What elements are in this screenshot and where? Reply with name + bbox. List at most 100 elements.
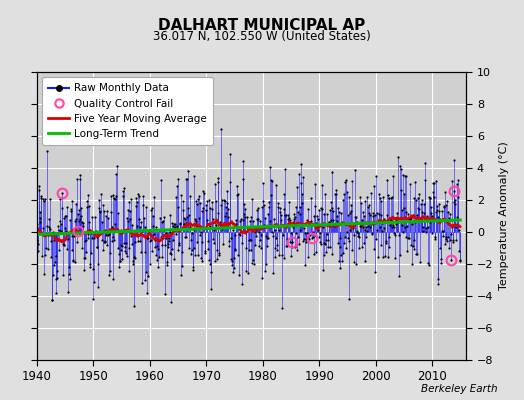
Point — [454, 226, 463, 233]
Point — [99, 246, 107, 253]
Point — [344, 296, 353, 302]
Point — [169, 223, 177, 229]
Point — [426, 194, 434, 201]
Point — [356, 223, 365, 230]
Point — [240, 210, 248, 217]
Point — [438, 228, 446, 234]
Point — [420, 200, 429, 207]
Point — [435, 208, 443, 214]
Point — [83, 234, 92, 241]
Point — [76, 215, 84, 222]
Point — [136, 224, 144, 230]
Point — [111, 196, 119, 202]
Point — [308, 235, 316, 241]
Point — [253, 207, 261, 214]
Point — [77, 176, 85, 182]
Point — [220, 196, 228, 203]
Point — [443, 198, 452, 204]
Point — [277, 252, 286, 258]
Point — [407, 215, 415, 221]
Point — [128, 261, 137, 267]
Point — [199, 204, 207, 211]
Point — [365, 210, 374, 216]
Point — [235, 218, 244, 224]
Point — [379, 254, 387, 261]
Point — [374, 254, 383, 260]
Point — [60, 215, 68, 221]
Point — [339, 250, 347, 257]
Point — [241, 214, 249, 220]
Point — [220, 220, 228, 226]
Point — [85, 218, 93, 225]
Point — [409, 212, 417, 218]
Point — [366, 224, 374, 230]
Point — [331, 191, 339, 197]
Point — [123, 253, 131, 259]
Point — [182, 234, 190, 240]
Point — [110, 237, 118, 243]
Point — [402, 173, 410, 179]
Point — [146, 261, 154, 268]
Point — [59, 272, 67, 278]
Point — [300, 224, 308, 231]
Point — [265, 199, 274, 205]
Point — [321, 241, 329, 247]
Point — [334, 240, 342, 246]
Point — [397, 187, 406, 194]
Point — [264, 211, 272, 217]
Point — [416, 216, 424, 222]
Point — [94, 261, 102, 268]
Point — [335, 235, 344, 242]
Point — [126, 208, 134, 214]
Point — [357, 217, 366, 223]
Point — [160, 227, 169, 233]
Point — [242, 245, 250, 251]
Point — [243, 214, 252, 220]
Point — [389, 221, 397, 228]
Point — [167, 299, 176, 305]
Point — [109, 276, 117, 282]
Point — [298, 190, 306, 197]
Point — [86, 260, 94, 267]
Point — [54, 223, 62, 229]
Point — [402, 234, 411, 240]
Point — [183, 176, 191, 182]
Point — [62, 213, 71, 219]
Point — [335, 209, 343, 215]
Point — [433, 214, 442, 221]
Point — [187, 237, 195, 244]
Point — [134, 190, 142, 197]
Point — [282, 243, 290, 250]
Point — [364, 204, 373, 210]
Point — [161, 242, 169, 248]
Point — [347, 208, 355, 214]
Point — [428, 230, 436, 236]
Point — [205, 260, 214, 267]
Point — [347, 202, 355, 208]
Point — [219, 222, 227, 228]
Point — [375, 211, 384, 217]
Point — [430, 194, 439, 200]
Point — [345, 194, 354, 200]
Point — [166, 211, 174, 218]
Point — [337, 210, 346, 217]
Point — [178, 263, 186, 269]
Point — [290, 216, 299, 222]
Point — [293, 234, 302, 240]
Point — [336, 244, 345, 250]
Point — [434, 275, 443, 282]
Point — [134, 238, 143, 244]
Point — [348, 220, 357, 226]
Point — [218, 226, 226, 232]
Point — [113, 226, 122, 232]
Point — [139, 215, 148, 221]
Point — [269, 222, 278, 228]
Point — [386, 222, 394, 228]
Point — [211, 181, 220, 188]
Point — [242, 268, 250, 274]
Point — [271, 226, 280, 233]
Point — [172, 194, 180, 201]
Point — [149, 232, 157, 238]
Point — [212, 222, 220, 228]
Point — [339, 197, 347, 204]
